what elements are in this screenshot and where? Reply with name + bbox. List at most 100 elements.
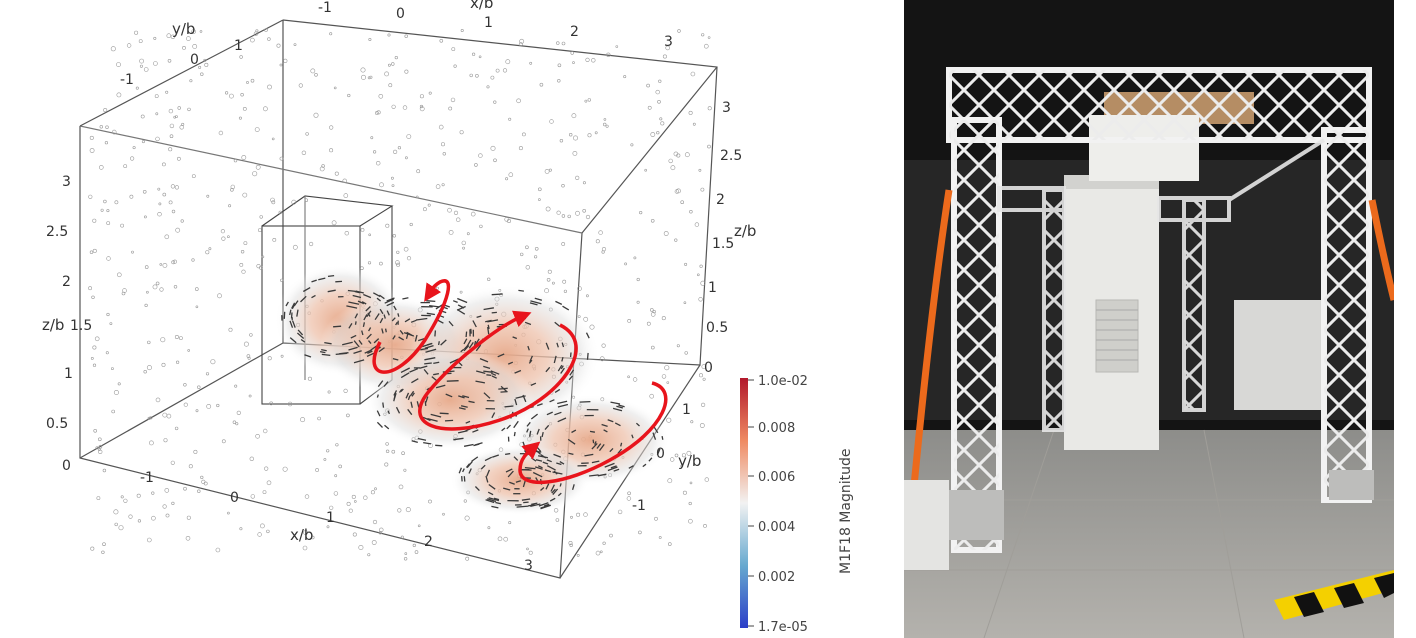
seed-particle [185, 535, 191, 541]
velocity-vector [415, 317, 428, 321]
velocity-vector [319, 350, 326, 354]
seed-particle [428, 499, 432, 504]
velocity-vector [653, 426, 659, 434]
seed-particle [249, 333, 253, 337]
velocity-vector [601, 423, 608, 428]
seed-particle [250, 37, 255, 43]
seed-particle [183, 383, 187, 387]
velocity-vector [541, 431, 544, 438]
seed-particle [255, 433, 260, 439]
seed-particle [187, 349, 190, 352]
seed-particle [139, 58, 144, 64]
seed-particle [198, 65, 202, 69]
seed-particle [228, 204, 232, 208]
seed-particle [384, 71, 389, 77]
velocity-vector [374, 313, 380, 321]
velocity-vector [382, 402, 385, 408]
seed-particle [204, 62, 209, 67]
seed-particle [405, 507, 411, 513]
seed-particle [649, 393, 655, 399]
seed-particle [169, 134, 174, 138]
seed-particle [447, 207, 452, 213]
seed-particle [92, 345, 97, 350]
seed-particle [698, 297, 703, 302]
velocity-vector [518, 289, 524, 292]
seed-particle [205, 250, 210, 255]
seed-particle [571, 113, 577, 119]
seed-particle [176, 156, 181, 161]
z-tick-right-0.5: 0.5 [706, 320, 728, 336]
velocity-vector [327, 289, 336, 293]
velocity-vector [609, 447, 614, 453]
seed-particle [699, 423, 705, 428]
velocity-vector [501, 427, 506, 432]
seed-particle [243, 241, 248, 246]
seed-particle [508, 521, 512, 525]
y-axis-right-ticks: 1 0 y/b -1 [632, 402, 701, 514]
seed-particle [439, 38, 444, 43]
seed-particle [121, 291, 126, 296]
seed-particle [556, 41, 560, 45]
seed-particle [143, 67, 149, 72]
seed-particle [636, 277, 640, 282]
seed-particle [567, 214, 571, 219]
velocity-vector [424, 344, 434, 349]
seed-particle [690, 420, 694, 424]
velocity-vector [528, 359, 533, 364]
seed-particle [343, 193, 349, 198]
seed-particle [227, 511, 230, 515]
velocity-vector [300, 295, 307, 303]
velocity-vector [480, 464, 486, 470]
seed-particle [195, 305, 199, 309]
seed-particle [191, 174, 196, 179]
seed-particle [395, 260, 400, 265]
velocity-vector [358, 339, 363, 345]
velocity-vector [556, 342, 559, 348]
velocity-vector [384, 298, 394, 304]
seed-particle [577, 286, 582, 291]
velocity-vector [557, 400, 568, 405]
seed-particle [460, 28, 464, 32]
velocity-vector [424, 357, 436, 361]
seed-particle [609, 533, 613, 538]
x-tick-top-2: 2 [570, 24, 579, 40]
velocity-vector [491, 375, 497, 379]
seed-particle [193, 449, 198, 454]
seed-particle [680, 464, 684, 468]
seed-particle [92, 248, 97, 253]
seed-particle [117, 272, 122, 278]
seed-particle [174, 426, 179, 431]
seed-particle [582, 181, 586, 185]
seed-particle [98, 437, 102, 442]
seed-particle [402, 105, 408, 110]
seed-particle [367, 553, 371, 557]
seed-particle [371, 540, 377, 545]
seed-particle [242, 192, 248, 198]
velocity-vector [416, 401, 420, 408]
seed-particle [262, 106, 268, 112]
seed-particle [466, 232, 470, 236]
seed-particle [177, 106, 181, 110]
seed-particle [572, 150, 578, 156]
velocity-vector [458, 407, 466, 410]
velocity-vector [526, 421, 531, 427]
velocity-vector [361, 330, 364, 336]
velocity-vector [487, 324, 490, 330]
z-tick-left-2: 2 [62, 274, 71, 290]
velocity-vector [321, 348, 327, 352]
seed-particle [205, 372, 210, 376]
seed-particle [131, 250, 134, 254]
velocity-vector [530, 300, 542, 305]
seed-particle [368, 37, 372, 41]
velocity-vector [354, 321, 357, 325]
seed-particle [688, 518, 693, 524]
seed-particle [111, 367, 114, 371]
velocity-vector [297, 329, 304, 336]
z-axis-right-ticks: 3 2.5 2 1.5 z/b 1 0.5 0 [704, 100, 756, 376]
seed-particle [225, 91, 229, 95]
velocity-vector [568, 375, 573, 381]
velocity-vector [353, 340, 360, 348]
seed-particle [136, 493, 141, 498]
seed-particle [585, 214, 591, 220]
seed-particle [486, 85, 490, 89]
